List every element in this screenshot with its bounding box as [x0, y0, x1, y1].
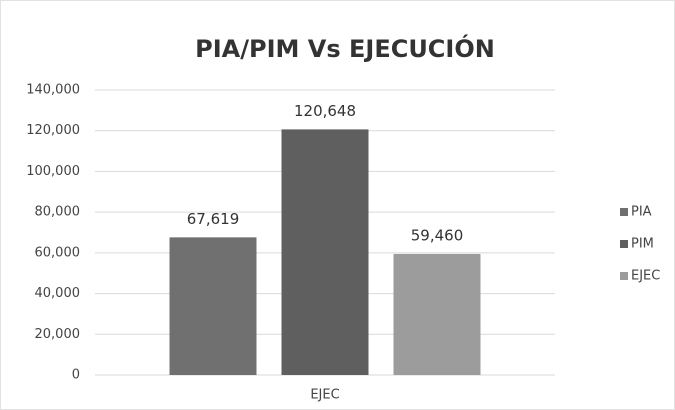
chart-title: PIA/PIM Vs EJECUCIÓN — [195, 33, 495, 63]
legend-swatch — [620, 240, 628, 248]
y-tick-label: 100,000 — [26, 164, 80, 179]
legend-label: EJEC — [631, 269, 660, 284]
y-tick-label: 20,000 — [35, 327, 81, 342]
legend-label: PIM — [631, 237, 654, 252]
y-tick-label: 40,000 — [35, 286, 81, 301]
legend-swatch — [620, 208, 628, 216]
legend-swatch — [620, 272, 628, 280]
y-tick-label: 60,000 — [35, 245, 81, 260]
legend-label: PIA — [631, 205, 652, 220]
x-tick-label: EJEC — [310, 388, 339, 403]
y-tick-label: 120,000 — [26, 123, 80, 138]
y-tick-label: 0 — [72, 368, 80, 383]
y-tick-label: 140,000 — [26, 83, 80, 98]
data-label: 67,619 — [187, 210, 240, 228]
bar — [169, 237, 257, 375]
bar — [281, 129, 369, 375]
bar — [393, 253, 481, 375]
y-tick-label: 80,000 — [35, 205, 81, 220]
data-label: 59,460 — [411, 226, 464, 244]
data-label: 120,648 — [294, 102, 356, 120]
